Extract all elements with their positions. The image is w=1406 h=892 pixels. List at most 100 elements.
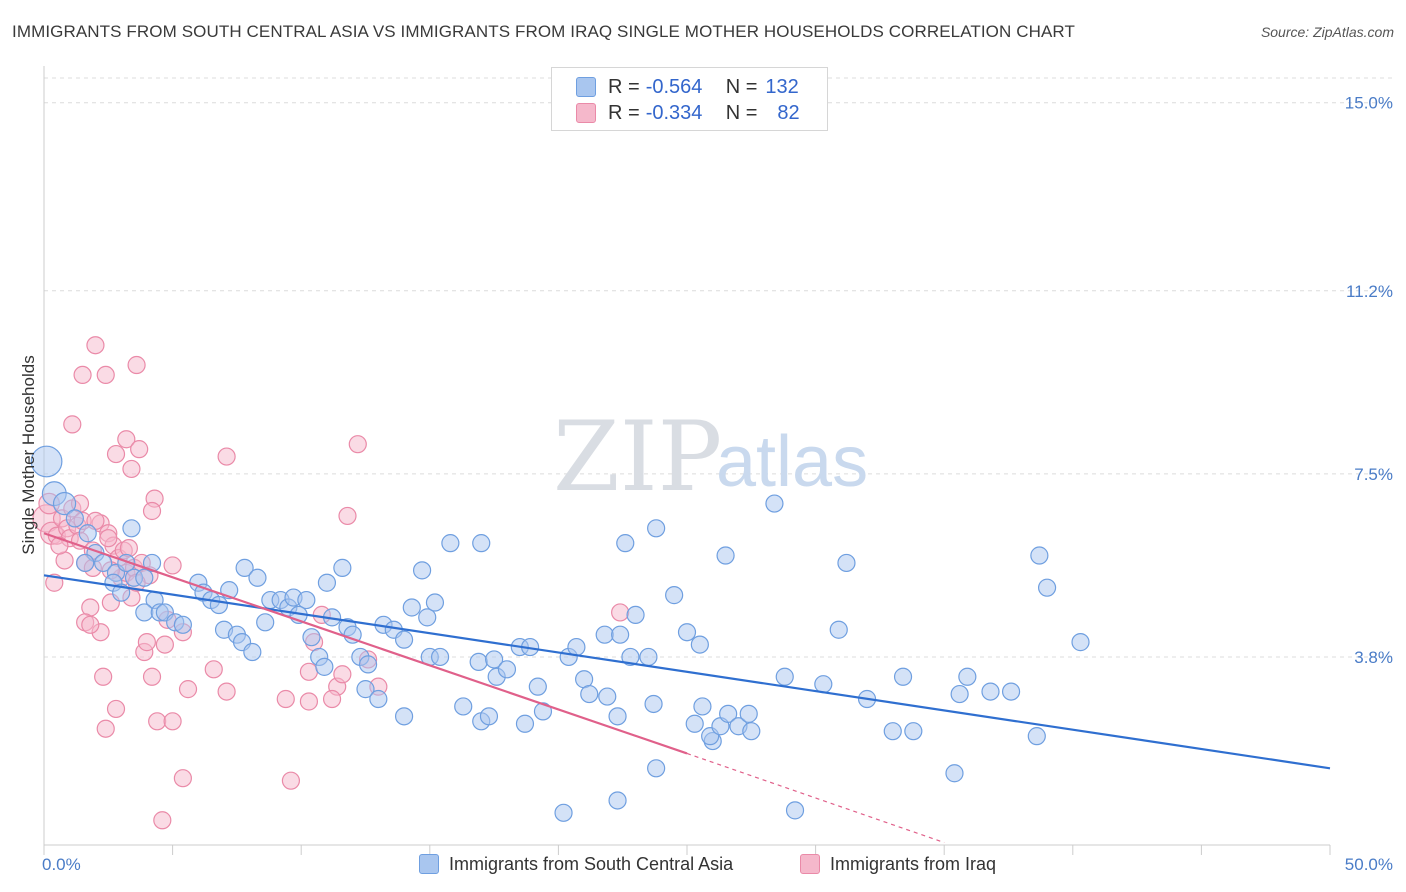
point-south-central-asia	[317, 573, 337, 592]
point-south-central-asia	[297, 590, 316, 610]
point-south-central-asia	[135, 568, 154, 587]
trend-line-south-central-asia	[43, 574, 1331, 770]
y-tick-label: 7.5%	[1354, 465, 1393, 484]
point-iraq	[94, 667, 113, 686]
point-iraq	[153, 811, 172, 830]
point-south-central-asia	[235, 558, 254, 577]
point-south-central-asia	[441, 534, 460, 553]
point-iraq	[117, 430, 136, 449]
point-iraq	[338, 506, 357, 526]
point-iraq	[155, 635, 174, 654]
point-iraq	[611, 603, 630, 622]
point-south-central-asia	[394, 707, 414, 726]
point-south-central-asia	[775, 667, 794, 686]
point-iraq	[86, 336, 105, 355]
x-tick-label: 50.0%	[1345, 855, 1393, 874]
y-axis-label: Single Mother Households	[19, 355, 38, 554]
point-south-central-asia	[142, 553, 162, 573]
point-south-central-asia	[333, 558, 352, 577]
point-iraq	[142, 501, 162, 521]
point-south-central-asia	[515, 714, 535, 733]
point-south-central-asia	[739, 704, 758, 723]
point-south-central-asia	[533, 702, 553, 721]
point-iraq	[96, 719, 115, 738]
point-south-central-asia	[981, 682, 1000, 701]
point-south-central-asia	[958, 667, 977, 686]
point-south-central-asia	[479, 707, 499, 726]
point-iraq	[299, 662, 319, 681]
point-iraq	[217, 682, 236, 701]
watermark-atlas: atlas	[716, 422, 868, 502]
point-south-central-asia	[358, 655, 378, 674]
point-south-central-asia	[765, 494, 784, 513]
n-value: 132	[765, 75, 799, 98]
point-south-central-asia	[394, 630, 414, 649]
watermark: ZIP atlas	[553, 401, 868, 513]
stats-legend: R = -0.564 N = 132 R = -0.334 N = 82	[551, 67, 828, 131]
point-iraq	[119, 538, 138, 558]
point-iraq	[276, 689, 295, 709]
point-iraq	[63, 415, 82, 434]
point-south-central-asia	[950, 684, 969, 704]
stats-row-iraq: R = -0.334 N = 82	[576, 100, 800, 126]
point-iraq	[106, 699, 126, 719]
point-iraq	[122, 459, 141, 479]
trend-lines	[43, 532, 1331, 844]
point-south-central-asia	[1001, 682, 1021, 701]
y-tick-label: 15.0%	[1345, 94, 1393, 113]
point-south-central-asia	[893, 667, 913, 686]
swatch-blue	[576, 77, 596, 97]
point-iraq	[73, 365, 92, 385]
chart-title: IMMIGRANTS FROM SOUTH CENTRAL ASIA VS IM…	[12, 22, 1075, 41]
legend-item-south-central-asia[interactable]: Immigrants from South Central Asia	[419, 851, 733, 877]
point-south-central-asia	[65, 509, 84, 528]
y-tick-labels: 3.8% 7.5% 11.2% 15.0%	[1345, 94, 1393, 667]
series-south-central-asia-points	[30, 445, 1090, 822]
point-south-central-asia	[608, 707, 627, 726]
point-south-central-asia	[1027, 727, 1046, 746]
point-south-central-asia	[497, 660, 517, 679]
n-label: N =	[725, 75, 758, 98]
legend-item-iraq[interactable]: Immigrants from Iraq	[800, 851, 996, 877]
point-south-central-asia	[611, 625, 630, 644]
point-south-central-asia	[472, 534, 491, 553]
point-south-central-asia	[209, 595, 228, 615]
point-south-central-asia	[690, 635, 709, 654]
point-iraq	[173, 769, 192, 788]
point-south-central-asia	[685, 714, 704, 733]
point-iraq	[333, 665, 352, 684]
trend-line-iraq-extension	[686, 752, 945, 844]
x-tick-labels: 0.0% 50.0%	[42, 855, 1393, 874]
point-south-central-asia	[644, 694, 663, 714]
point-south-central-asia	[302, 628, 321, 647]
point-iraq	[217, 447, 236, 466]
point-south-central-asia	[945, 764, 964, 783]
point-iraq	[281, 771, 301, 790]
point-iraq	[178, 680, 198, 699]
point-south-central-asia	[356, 680, 375, 699]
point-south-central-asia	[1071, 633, 1090, 652]
legend-label: Immigrants from Iraq	[830, 853, 997, 874]
point-iraq	[148, 712, 167, 731]
point-iraq	[99, 529, 118, 548]
point-south-central-asia	[412, 561, 432, 580]
point-south-central-asia	[528, 677, 547, 696]
r-label: R =	[608, 101, 640, 124]
legend-swatch-blue	[419, 854, 439, 874]
point-south-central-asia	[256, 613, 275, 632]
source-label: Source: ZipAtlas.com	[1260, 24, 1394, 40]
point-south-central-asia	[677, 623, 697, 642]
x-tick-label: 0.0%	[42, 855, 81, 874]
point-south-central-asia	[469, 652, 488, 672]
point-south-central-asia	[598, 687, 617, 706]
point-south-central-asia	[742, 722, 761, 741]
point-south-central-asia	[647, 519, 666, 538]
point-south-central-asia	[30, 445, 63, 478]
y-tick-label: 11.2%	[1346, 282, 1393, 301]
r-value: -0.564	[645, 75, 703, 98]
point-south-central-asia	[665, 586, 684, 605]
point-south-central-asia	[621, 647, 640, 667]
point-south-central-asia	[716, 546, 735, 565]
point-south-central-asia	[78, 524, 97, 543]
